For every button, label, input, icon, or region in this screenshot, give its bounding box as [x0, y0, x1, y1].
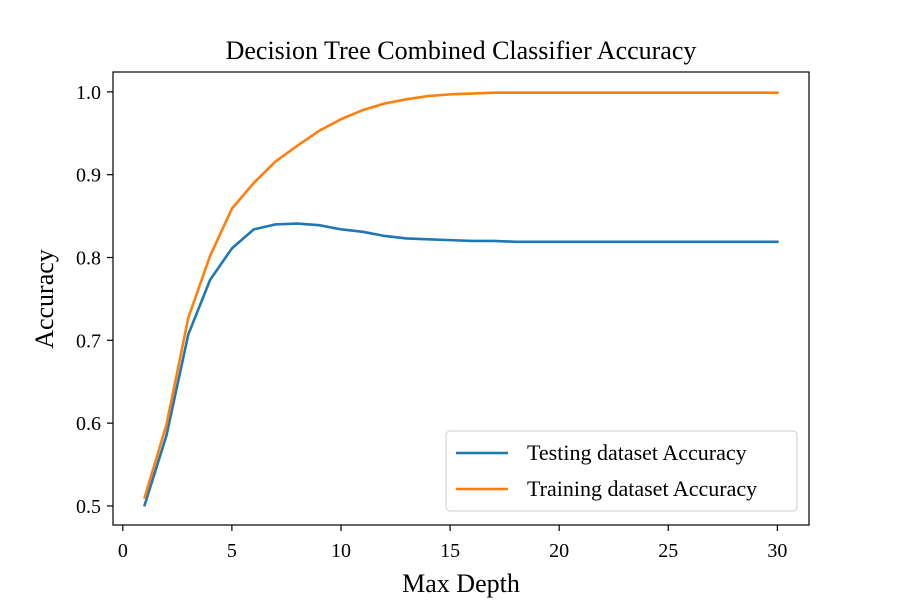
x-tick-label: 20 [549, 540, 569, 562]
y-axis-label: Accuracy [30, 249, 59, 349]
x-tick-label: 0 [118, 540, 128, 562]
x-tick-label: 10 [331, 540, 351, 562]
legend-label: Testing dataset Accuracy [527, 440, 747, 465]
x-tick-label: 5 [227, 540, 237, 562]
legend-label: Training dataset Accuracy [527, 476, 757, 501]
x-tick-label: 15 [440, 540, 460, 562]
plot-frame [112, 71, 810, 526]
y-tick-label: 0.7 [76, 330, 101, 352]
x-tick-label: 25 [658, 540, 678, 562]
y-tick-label: 1.0 [76, 82, 101, 104]
chart-title: Decision Tree Combined Classifier Accura… [226, 36, 697, 65]
series-line-testing [143, 222, 779, 507]
legend-box [445, 430, 798, 512]
y-tick-label: 0.8 [76, 248, 101, 270]
legend: Testing dataset Accuracy Training dataset… [445, 430, 798, 512]
x-axis-label: Max Depth [402, 569, 520, 598]
x-tick-label: 30 [767, 540, 787, 562]
y-tick-label: 0.9 [76, 165, 101, 187]
series-line-training [143, 91, 779, 500]
y-tick-label: 0.5 [76, 496, 101, 518]
plot-area: 0 5 10 15 20 25 30 0.5 0.6 0.7 0.8 0.9 1.0 [76, 71, 810, 562]
y-tick-label: 0.6 [76, 413, 101, 435]
